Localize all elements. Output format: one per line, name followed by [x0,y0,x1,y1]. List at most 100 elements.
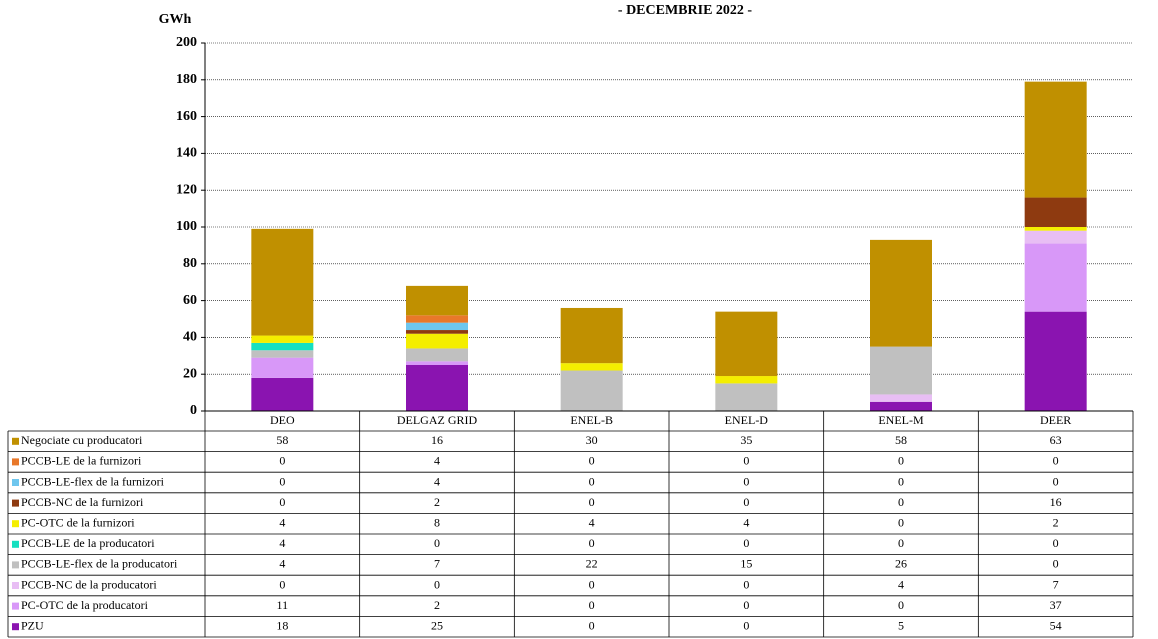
table-value: 30 [586,433,598,447]
y-tick-label: 100 [176,219,197,234]
bar-segment [251,357,314,378]
chart-title: - DECEMBRIE 2022 - [618,3,753,18]
legend-label: PCCB-LE de la furnizori [21,454,142,468]
table-value: 2 [1053,515,1059,529]
y-tick-label: 20 [183,366,197,381]
legend-label: PC-OTC de la producatori [21,598,149,612]
table-value: 0 [1053,536,1059,550]
legend-label: PZU [21,618,44,632]
bar-segment [1024,311,1087,411]
table-value: 7 [1053,577,1059,591]
table-value: 0 [279,474,285,488]
table-value: 0 [279,577,285,591]
bar-segment [560,363,623,371]
bar-segment [1024,81,1087,198]
bar-segment [870,239,932,347]
table-value: 25 [431,618,443,632]
bar-segment [406,330,468,334]
table-value: 35 [740,433,752,447]
bar-segment [870,394,932,402]
bar-segment [715,376,778,384]
legend-label: PCCB-NC de la producatori [21,577,157,591]
bar-segment [251,342,314,351]
table-value: 0 [898,598,904,612]
legend-swatch [12,479,19,486]
table-value: 0 [589,598,595,612]
table-value: 4 [898,577,904,591]
table-value: 18 [276,618,288,632]
table-value: 0 [1053,454,1059,468]
table-value: 58 [276,433,288,447]
table-value: 22 [586,557,598,571]
table-value: 11 [277,598,289,612]
table-value: 4 [589,515,595,529]
bar-segment [560,307,623,364]
bar-segment [251,228,314,336]
table-value: 0 [898,515,904,529]
table-value: 0 [589,577,595,591]
table-value: 0 [743,618,749,632]
legend-label: PCCB-NC de la furnizori [21,495,144,509]
table-value: 0 [743,598,749,612]
table-value: 37 [1050,598,1062,612]
bar-segment [1024,243,1087,312]
x-tick-label: DEO [270,413,295,427]
legend-swatch [12,437,19,445]
table-value: 63 [1050,433,1062,447]
legend-label: PCCB-LE-flex de la furnizori [21,474,165,488]
legend-label: PC-OTC de la furnizori [21,515,135,529]
y-tick-label: 60 [183,293,197,308]
bar-segment [251,335,314,343]
x-tick-label: DELGAZ GRID [397,413,478,427]
bar-segment [406,365,468,411]
legend-swatch [12,602,19,610]
legend-swatch [12,520,19,528]
bar-segment [870,346,932,395]
table-value: 0 [743,454,749,468]
x-tick-label: ENEL-D [725,413,769,427]
y-tick-label: 140 [176,146,197,161]
table-value: 26 [895,557,907,571]
legend-swatch [12,623,19,631]
x-tick-label: DEER [1040,413,1071,427]
table-value: 4 [434,474,440,488]
x-tick-label: ENEL-B [570,413,613,427]
table-value: 0 [743,495,749,509]
bar-segment [251,377,314,411]
y-axis-label: GWh [159,12,192,27]
bar-segment [406,361,468,365]
table-value: 0 [589,618,595,632]
table-value: 0 [589,474,595,488]
legend-swatch [12,561,19,569]
bar-segment [251,350,314,358]
table-value: 0 [898,454,904,468]
table-value: 4 [434,454,440,468]
table-value: 8 [434,515,440,529]
table-value: 0 [1053,557,1059,571]
table-value: 0 [279,454,285,468]
y-tick-label: 180 [176,72,197,87]
table-value: 58 [895,433,907,447]
bar-segment [406,322,468,331]
table-value: 0 [898,536,904,550]
table-value: 0 [898,495,904,509]
y-tick-label: 120 [176,182,197,197]
table-value: 4 [743,515,749,529]
table-value: 2 [434,495,440,509]
bar-segment [406,285,468,316]
table-value: 54 [1050,618,1062,632]
bar-segment [1024,230,1087,244]
table-value: 0 [589,536,595,550]
table-value: 0 [743,536,749,550]
table-value: 4 [279,557,285,571]
legend-swatch [12,458,19,466]
legend-swatch [12,499,19,507]
bar-segment [406,315,468,323]
table-value: 15 [740,557,752,571]
y-tick-label: 80 [183,256,197,271]
bar-segment [715,311,778,377]
bar-segment [406,348,468,362]
legend-swatch [12,582,19,589]
legend-label: Negociate cu producatori [21,433,143,447]
